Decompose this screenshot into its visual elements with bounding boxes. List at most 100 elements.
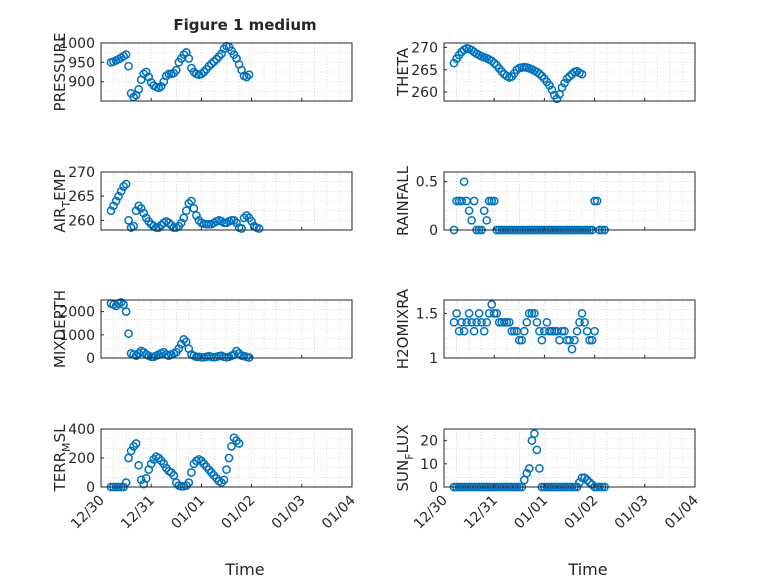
data-point xyxy=(139,208,149,218)
data-point xyxy=(224,453,234,463)
data-point xyxy=(232,346,241,356)
data-point xyxy=(552,94,562,104)
data-point xyxy=(192,211,201,220)
data-point xyxy=(114,191,123,201)
data-point xyxy=(479,326,489,336)
x-tick-label: 01/03 xyxy=(612,493,652,533)
data-point xyxy=(487,300,497,309)
data-point xyxy=(587,335,597,345)
data-point xyxy=(565,335,574,345)
data-point xyxy=(124,215,133,225)
data-point xyxy=(254,224,264,233)
y-tick-label: 1.5 xyxy=(416,306,438,322)
data-point xyxy=(580,473,589,483)
data-point xyxy=(524,309,534,318)
data-point xyxy=(189,203,199,213)
data-point xyxy=(207,59,216,69)
data-point xyxy=(532,317,542,327)
data-point xyxy=(590,196,599,206)
data-point xyxy=(169,471,179,480)
y-tick-label: 0.5 xyxy=(416,175,438,191)
axes-box xyxy=(100,299,353,359)
x-tick-label: 01/02 xyxy=(219,493,259,533)
x-tick-label: 01/04 xyxy=(662,492,702,532)
data-point xyxy=(174,344,184,354)
data-point xyxy=(121,307,131,316)
y-tick-label: 0 xyxy=(429,223,438,239)
data-point xyxy=(545,81,554,90)
y-axis-label: THETA xyxy=(394,47,412,97)
data-point xyxy=(121,50,131,59)
x-tick-label: 01/01 xyxy=(168,493,208,533)
data-point xyxy=(582,475,592,485)
x-axis-label-right: Time xyxy=(567,560,607,579)
x-tick-label: 01/02 xyxy=(562,493,602,533)
data-point xyxy=(214,52,224,61)
y-axis-label: TERRMSL xyxy=(51,424,73,493)
data-point xyxy=(567,344,577,354)
y-axis-label-subscript: F xyxy=(403,453,416,459)
data-point xyxy=(146,352,156,362)
data-point xyxy=(179,335,189,344)
y-axis-label: RAINFALL xyxy=(394,165,412,236)
data-point xyxy=(562,74,572,84)
data-point xyxy=(592,196,602,206)
data-point xyxy=(557,83,567,92)
y-axis-label-subscript: T xyxy=(60,201,73,209)
y-tick-label: 900 xyxy=(68,75,95,91)
data-point xyxy=(229,215,239,225)
y-tick-label: 2000 xyxy=(59,305,95,321)
data-point xyxy=(522,317,532,327)
data-point xyxy=(535,69,544,79)
data-point xyxy=(532,445,542,455)
x-tick-label: 12/31 xyxy=(461,493,501,533)
x-tick-label: 12/30 xyxy=(68,493,108,533)
data-point xyxy=(507,326,517,336)
y-tick-label: 0 xyxy=(86,351,95,367)
data-point xyxy=(570,335,579,345)
data-point xyxy=(131,351,141,361)
figure-title: Figure 1 medium xyxy=(173,16,316,34)
data-point xyxy=(121,179,131,189)
data-point xyxy=(452,196,461,206)
y-tick-label: 260 xyxy=(411,85,438,101)
y-axis-label: MIXDEPTH xyxy=(51,290,69,368)
y-axis-label-rest: EMP xyxy=(51,169,69,200)
data-point xyxy=(487,56,497,66)
data-point xyxy=(126,446,136,456)
data-point xyxy=(492,309,502,318)
data-point xyxy=(247,216,256,226)
data-point xyxy=(116,186,126,196)
data-point xyxy=(535,464,544,473)
data-point xyxy=(467,317,476,327)
data-point xyxy=(469,196,479,206)
data-point xyxy=(164,218,174,228)
data-point xyxy=(457,196,466,206)
data-point xyxy=(459,177,469,187)
data-point xyxy=(124,61,133,71)
data-point xyxy=(497,67,507,76)
data-point xyxy=(212,54,221,64)
data-point xyxy=(124,329,133,338)
data-point xyxy=(517,335,527,345)
data-point xyxy=(524,464,534,473)
data-point xyxy=(504,317,514,327)
data-point xyxy=(477,317,486,327)
data-point xyxy=(514,335,524,345)
data-point xyxy=(134,460,144,470)
data-point xyxy=(222,465,231,474)
data-point xyxy=(106,206,116,216)
data-point xyxy=(535,326,544,336)
data-point xyxy=(537,71,547,81)
data-point xyxy=(187,196,196,206)
data-point xyxy=(585,335,594,345)
data-point xyxy=(204,61,214,71)
data-point xyxy=(489,58,499,68)
axes-box xyxy=(443,171,696,231)
y-axis-label-main: H2OMIXRA xyxy=(394,288,412,369)
